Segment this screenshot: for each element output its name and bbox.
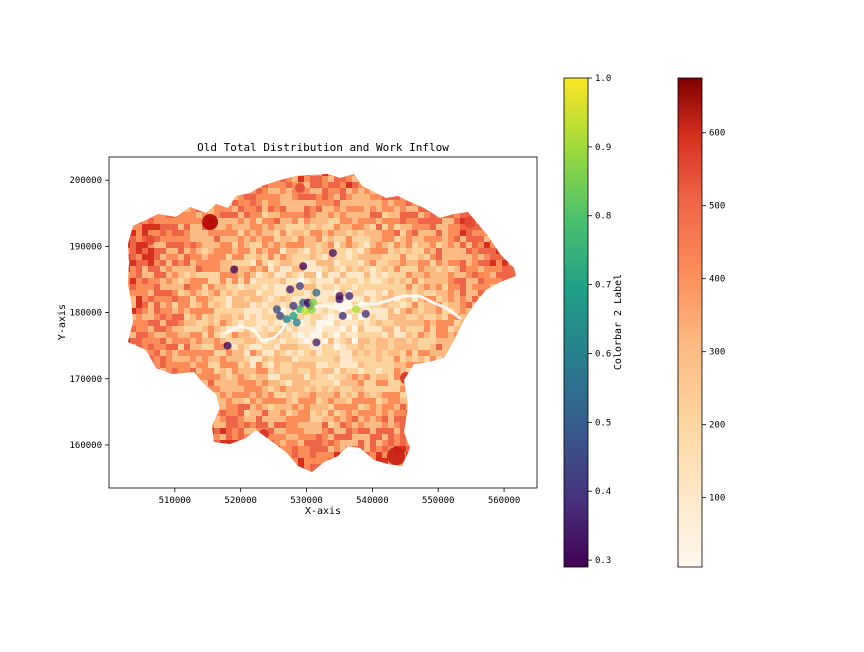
colorbar-tick-label: 0.7 bbox=[595, 281, 611, 291]
river-thames bbox=[224, 294, 462, 343]
points-colorbar-fill bbox=[563, 77, 589, 568]
x-tick-label: 560000 bbox=[488, 496, 521, 506]
y-tick-label: 180000 bbox=[69, 309, 102, 319]
points-colorbar-label: Colorbar 2 Label bbox=[613, 274, 624, 370]
colorbar-tick-label: 0.9 bbox=[595, 143, 611, 153]
colorbar-tick-label: 0.4 bbox=[595, 487, 611, 497]
work-inflow-points bbox=[223, 249, 370, 350]
data-point bbox=[289, 311, 298, 320]
data-point bbox=[223, 341, 232, 350]
data-point bbox=[312, 288, 321, 297]
data-point bbox=[272, 305, 281, 314]
data-point bbox=[307, 305, 316, 314]
y-tick-label: 190000 bbox=[69, 242, 102, 252]
x-tick-label: 530000 bbox=[290, 496, 323, 506]
map-colorbar: 100 200 300 400 500 600 bbox=[677, 77, 725, 568]
data-point bbox=[312, 338, 321, 347]
colorbar-tick-label: 600 bbox=[709, 129, 725, 139]
data-point bbox=[289, 301, 298, 310]
colorbar-tick-label: 200 bbox=[709, 421, 725, 431]
colorbar-tick-label: 0.8 bbox=[595, 212, 611, 222]
colorbar-tick-label: 500 bbox=[709, 202, 725, 212]
y-axis-ticks: 160000 170000 180000 190000 200000 bbox=[69, 176, 109, 451]
data-point bbox=[351, 305, 360, 314]
data-point bbox=[292, 318, 301, 327]
x-tick-label: 550000 bbox=[422, 496, 455, 506]
data-point bbox=[338, 311, 347, 320]
colorbar-tick-label: 0.6 bbox=[595, 349, 611, 359]
y-axis-label: Y-axis bbox=[57, 304, 68, 340]
data-point bbox=[286, 285, 295, 294]
data-point bbox=[328, 249, 337, 257]
map-axes: Old Total Distribution and Work Inflow 5… bbox=[57, 141, 538, 517]
data-point bbox=[345, 292, 354, 300]
y-tick-label: 160000 bbox=[69, 441, 102, 451]
x-tick-label: 520000 bbox=[224, 496, 257, 506]
data-point bbox=[335, 295, 344, 304]
data-point bbox=[282, 315, 291, 324]
map-colorbar-ticks: 100 200 300 400 500 600 bbox=[702, 129, 725, 504]
x-axis-label: X-axis bbox=[305, 506, 341, 517]
data-point bbox=[309, 298, 318, 307]
data-point bbox=[296, 282, 304, 291]
axes-frame bbox=[108, 156, 538, 489]
colorbar-tick-label: 400 bbox=[709, 275, 725, 285]
x-tick-label: 540000 bbox=[356, 496, 389, 506]
map-colorbar-fill bbox=[677, 77, 703, 568]
points-colorbar: 0.3 0.4 0.5 0.6 0.7 0.8 0.9 1.0 Colorbar 2 Labe… bbox=[563, 74, 624, 568]
data-point bbox=[276, 311, 285, 320]
colorbar-tick-label: 1.0 bbox=[595, 74, 611, 84]
colorbar-tick-label: 300 bbox=[709, 348, 725, 358]
x-axis-ticks: 510000 520000 530000 540000 550000 560000 bbox=[159, 488, 521, 506]
choropleth-map bbox=[128, 174, 516, 472]
x-tick-label: 510000 bbox=[159, 496, 192, 506]
data-point bbox=[301, 307, 310, 316]
data-point bbox=[299, 262, 308, 271]
y-tick-label: 170000 bbox=[69, 375, 102, 385]
points-colorbar-ticks: 0.3 0.4 0.5 0.6 0.7 0.8 0.9 1.0 bbox=[588, 74, 611, 566]
colorbar-tick-label: 0.5 bbox=[595, 418, 611, 428]
colorbar-tick-label: 100 bbox=[709, 494, 725, 504]
data-point bbox=[361, 309, 370, 318]
y-tick-label: 200000 bbox=[69, 176, 102, 186]
colorbar-tick-label: 0.3 bbox=[595, 556, 611, 566]
chart-title: Old Total Distribution and Work Inflow bbox=[197, 141, 449, 154]
data-point bbox=[230, 265, 239, 274]
